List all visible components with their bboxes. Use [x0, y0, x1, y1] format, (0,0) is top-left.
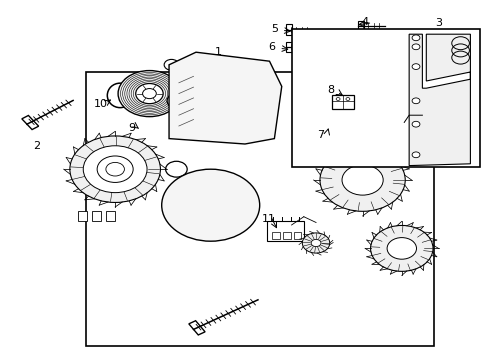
Text: 1: 1	[215, 47, 221, 57]
Circle shape	[311, 239, 321, 247]
Polygon shape	[178, 176, 200, 194]
Text: 9: 9	[128, 123, 135, 133]
Polygon shape	[198, 171, 211, 190]
Circle shape	[370, 225, 433, 271]
Polygon shape	[221, 216, 244, 235]
Bar	[92, 211, 101, 221]
Circle shape	[342, 165, 383, 195]
Polygon shape	[409, 34, 470, 166]
Text: 7: 7	[318, 130, 324, 140]
Circle shape	[412, 44, 420, 50]
Circle shape	[83, 146, 147, 193]
Polygon shape	[286, 42, 292, 52]
Text: 4: 4	[362, 17, 368, 27]
Circle shape	[167, 93, 189, 109]
Circle shape	[302, 233, 330, 253]
Circle shape	[412, 98, 420, 104]
Polygon shape	[358, 21, 364, 31]
Circle shape	[320, 149, 405, 211]
Circle shape	[97, 156, 133, 183]
Text: 10: 10	[94, 99, 107, 109]
Bar	[283, 232, 291, 239]
Polygon shape	[164, 205, 191, 214]
Circle shape	[300, 126, 310, 133]
Circle shape	[207, 82, 248, 112]
Circle shape	[412, 121, 420, 127]
Circle shape	[162, 169, 260, 241]
Bar	[294, 232, 301, 239]
Circle shape	[216, 88, 240, 106]
Text: 11: 11	[262, 214, 275, 224]
Bar	[272, 232, 280, 239]
Circle shape	[197, 195, 224, 215]
Polygon shape	[22, 116, 39, 130]
Text: 5: 5	[271, 24, 278, 34]
Polygon shape	[187, 218, 205, 238]
Circle shape	[387, 238, 416, 259]
Bar	[78, 211, 87, 221]
Polygon shape	[216, 172, 234, 192]
Polygon shape	[228, 209, 256, 222]
Polygon shape	[309, 143, 320, 154]
Bar	[332, 95, 354, 109]
Text: 6: 6	[269, 42, 275, 52]
Circle shape	[412, 64, 420, 69]
Polygon shape	[171, 213, 196, 229]
Circle shape	[412, 35, 420, 41]
Bar	[86, 72, 434, 346]
Bar	[292, 29, 480, 167]
Polygon shape	[286, 24, 292, 35]
Text: 2: 2	[33, 141, 40, 151]
Text: 3: 3	[435, 18, 442, 28]
Circle shape	[164, 59, 179, 70]
Polygon shape	[231, 196, 257, 205]
Bar	[106, 211, 115, 221]
Circle shape	[118, 71, 181, 117]
Bar	[267, 221, 304, 241]
Circle shape	[136, 84, 163, 104]
Polygon shape	[225, 181, 251, 198]
Polygon shape	[169, 52, 282, 144]
Circle shape	[412, 152, 420, 158]
Circle shape	[166, 161, 187, 177]
Polygon shape	[211, 220, 223, 239]
Circle shape	[70, 136, 160, 202]
Polygon shape	[166, 188, 193, 201]
Polygon shape	[189, 321, 205, 335]
Text: 8: 8	[328, 85, 335, 95]
